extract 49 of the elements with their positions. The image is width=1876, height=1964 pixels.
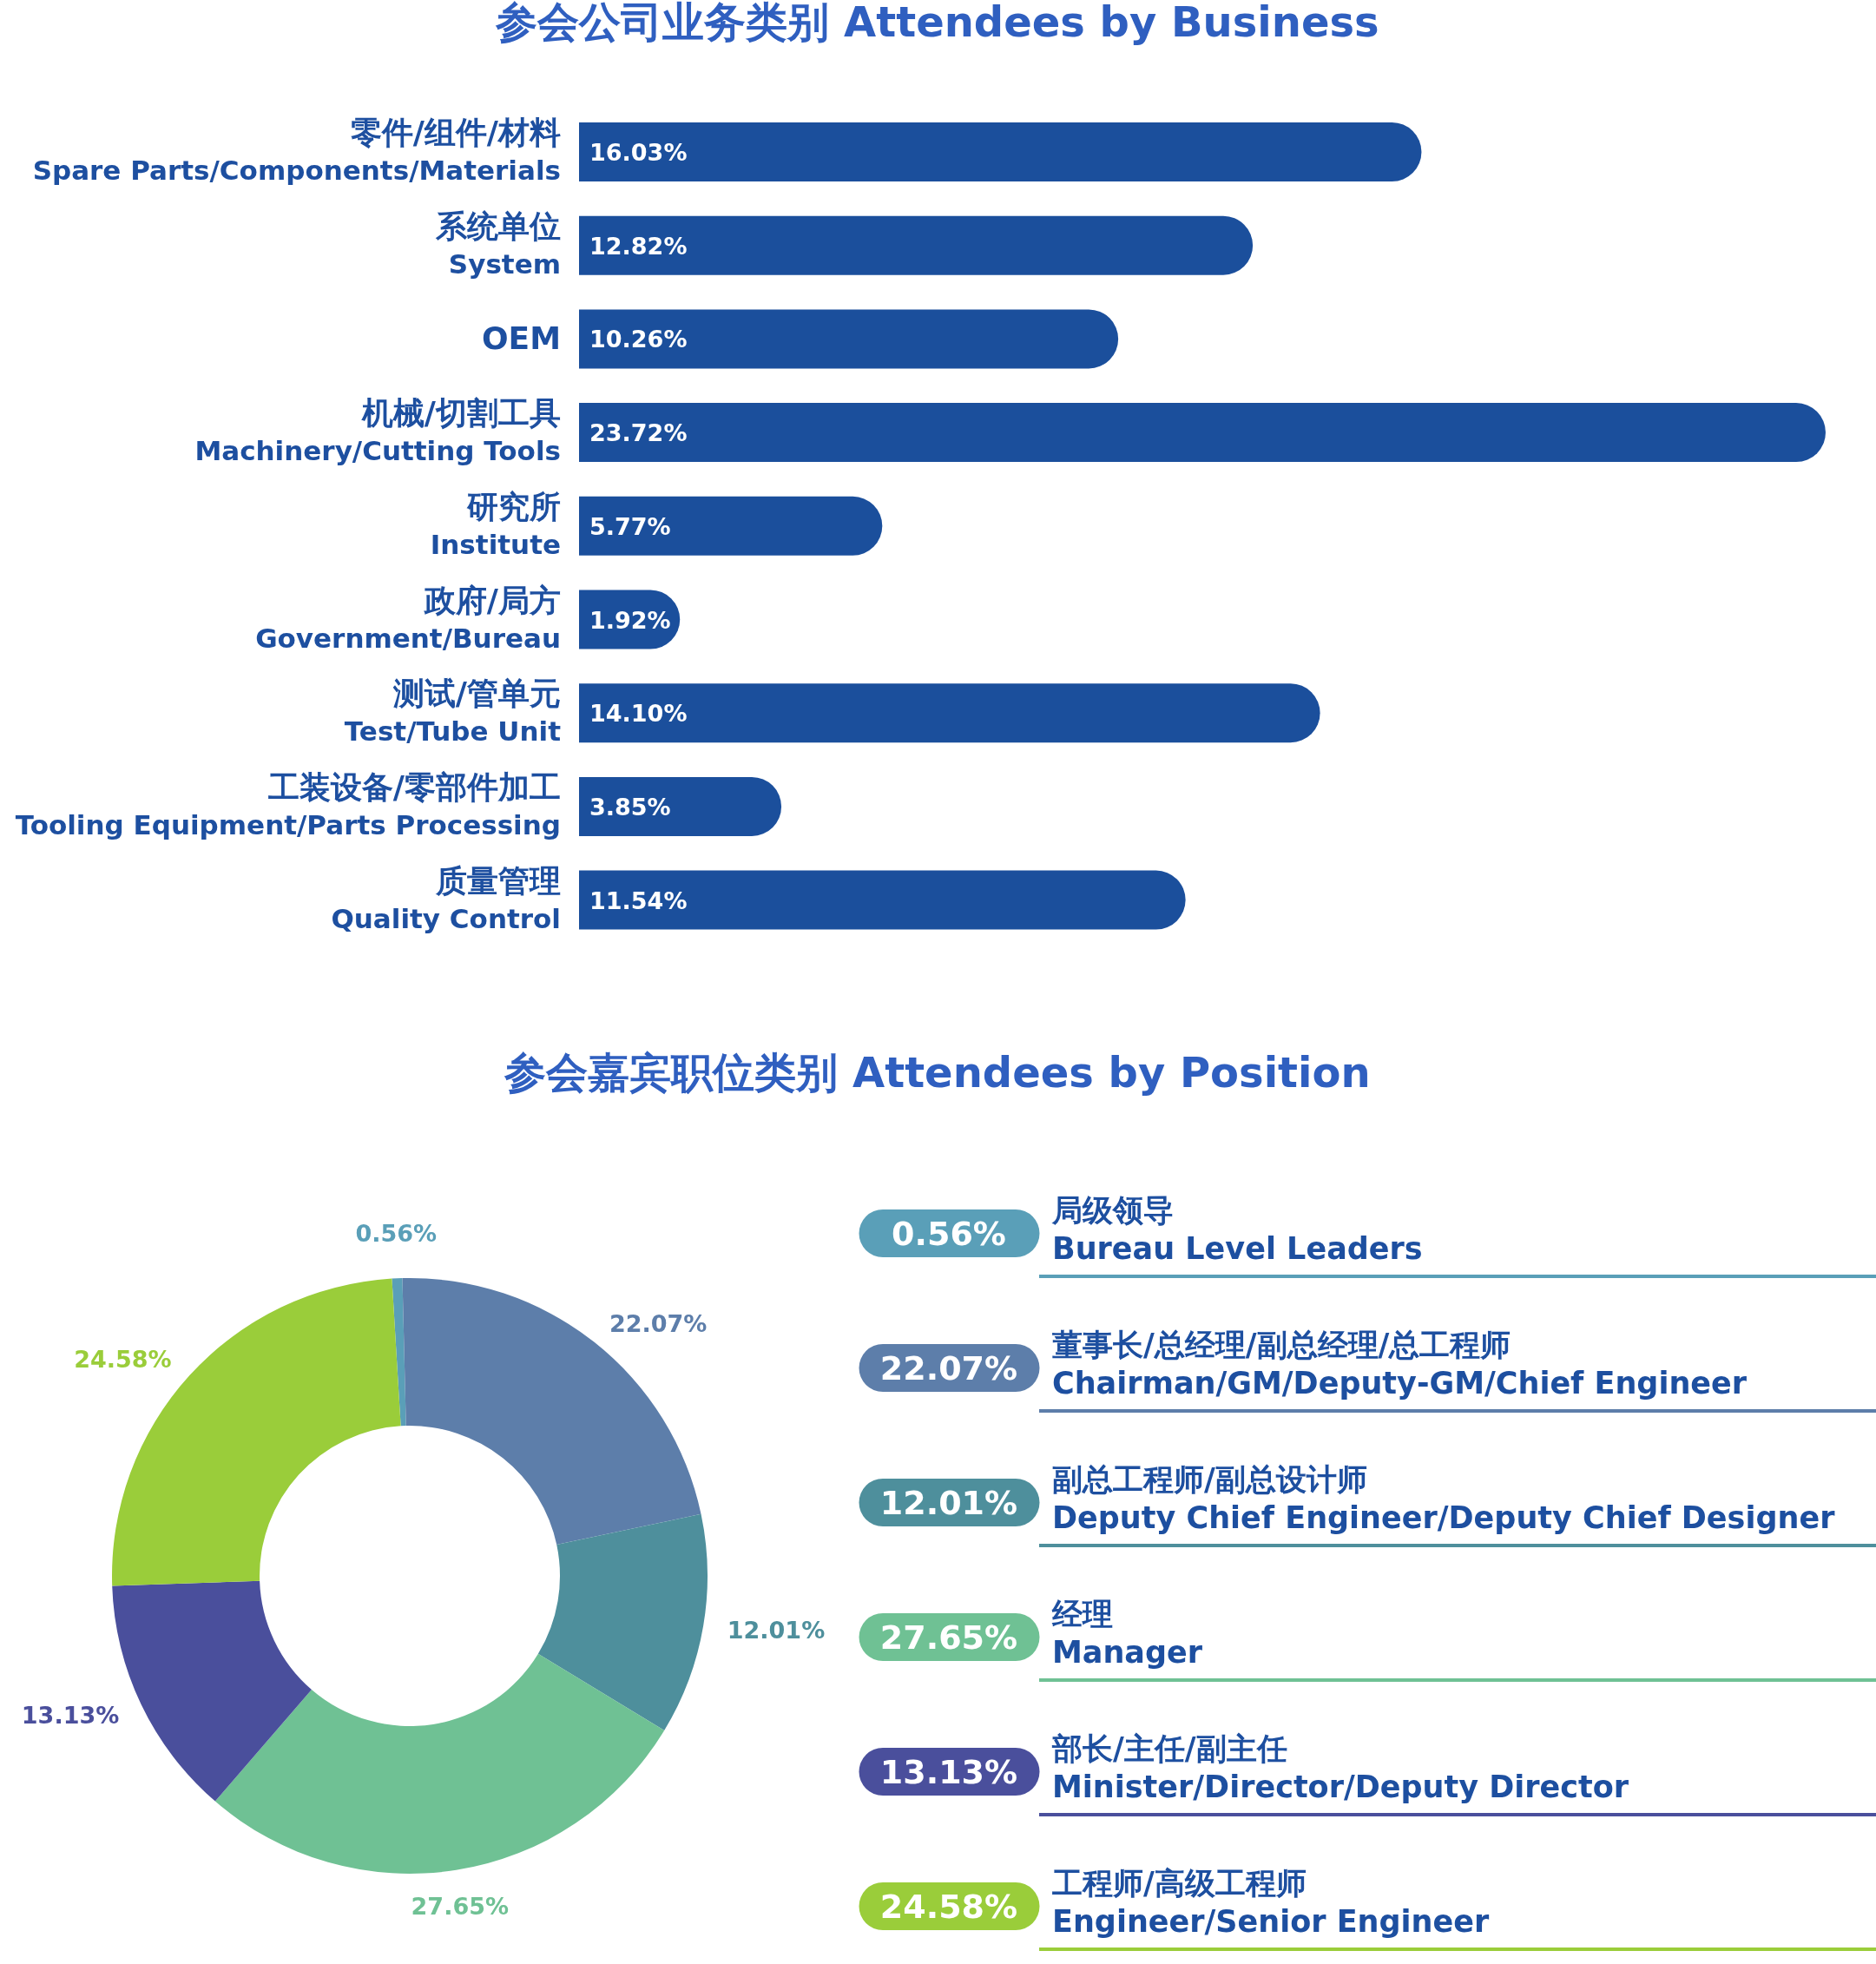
text: 13.13%	[879, 1753, 1018, 1791]
bar	[579, 776, 782, 836]
donut-slice	[392, 1278, 406, 1427]
data-label: 0.56%	[355, 1220, 438, 1248]
text: 22.07%	[879, 1349, 1018, 1387]
bar	[579, 403, 1826, 463]
data-label: 24.58%	[74, 1346, 172, 1374]
data-label: 12.82%	[589, 232, 688, 260]
bar	[579, 683, 1320, 743]
legend-label: 经理 Manager	[1051, 1597, 1203, 1670]
bar	[579, 309, 1119, 369]
chart-title: 参会嘉宾职位类别 Attendees by Position	[504, 1048, 1371, 1097]
y-tick-label: 工装设备/零部件加工 Tooling Equipment/Parts Processing	[15, 768, 561, 840]
y-tick-label: 政府/局方 Government/Bureau	[255, 582, 561, 654]
y-tick-label: 测试/管单元 Test/Tube Unit	[344, 676, 562, 748]
text: 12.01%	[879, 1484, 1018, 1522]
donut-slice	[537, 1513, 708, 1731]
bar	[579, 122, 1422, 181]
y-tick-label: 系统单位 System	[435, 208, 561, 280]
text: 0.56%	[892, 1215, 1006, 1253]
legend-label: 部长/主任/副主任 Minister/Director/Deputy Director	[1051, 1731, 1629, 1804]
chart-title: 参会公司业务类别 Attendees by Business	[495, 0, 1379, 46]
data-label: 22.07%	[609, 1309, 708, 1337]
data-label: 10.26%	[589, 326, 688, 353]
legend-label: 副总工程师/副总设计师 Deputy Chief Engineer/Deputy Chief Designer	[1052, 1462, 1836, 1535]
bar	[579, 215, 1254, 275]
data-label: 16.03%	[589, 139, 688, 166]
data-label: 5.77%	[589, 512, 671, 540]
y-tick-label: 研究所 Institute	[430, 488, 561, 560]
data-label: 13.13%	[21, 1702, 120, 1730]
bar	[579, 870, 1186, 930]
text: 24.58%	[879, 1888, 1018, 1926]
legend-label: 董事长/总经理/副总经理/总工程师 Chairman/GM/Deputy-GM/Chief Engineer	[1052, 1328, 1748, 1401]
y-tick-label: 质量管理 Quality Control	[331, 862, 561, 934]
data-label: 27.65%	[411, 1893, 510, 1921]
bar	[579, 496, 883, 556]
legend-label: 局级领导 Bureau Level Leaders	[1051, 1193, 1423, 1266]
data-label: 1.92%	[589, 606, 671, 634]
data-label: 3.85%	[589, 793, 671, 821]
legend-label: 工程师/高级工程师 Engineer/Senior Engineer	[1051, 1866, 1490, 1939]
data-label: 11.54%	[589, 886, 688, 914]
data-label: 12.01%	[727, 1617, 826, 1644]
text: 27.65%	[879, 1618, 1018, 1657]
donut-slice	[214, 1653, 665, 1874]
y-tick-label: 零件/组件/材料 Spare Parts/Components/Materials	[32, 115, 561, 186]
y-tick-label: OEM	[481, 320, 561, 357]
data-label: 14.10%	[589, 700, 688, 728]
y-tick-label: 机械/切割工具 Machinery/Cutting Tools	[194, 395, 561, 467]
data-label: 23.72%	[589, 419, 688, 447]
